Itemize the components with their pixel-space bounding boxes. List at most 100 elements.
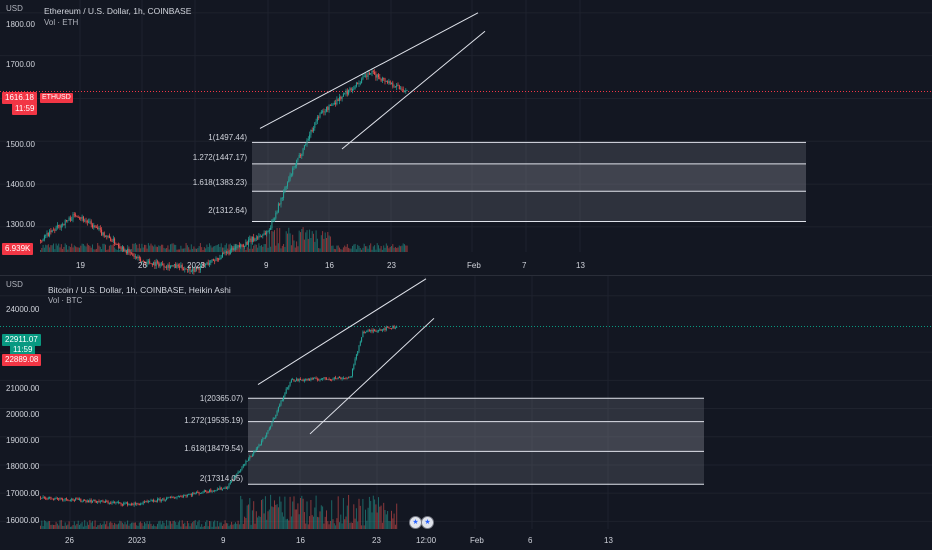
btc-x-tick: 23 bbox=[372, 536, 381, 545]
price-candle bbox=[359, 83, 361, 85]
volume-bar bbox=[155, 246, 157, 252]
price-candle bbox=[46, 232, 48, 235]
price-candle bbox=[352, 89, 353, 91]
volume-bar bbox=[197, 248, 199, 252]
price-candle bbox=[207, 262, 209, 265]
price-candle bbox=[268, 229, 270, 232]
price-candle bbox=[114, 238, 116, 244]
price-candle bbox=[293, 379, 295, 382]
volume-bar bbox=[393, 247, 395, 252]
volume-bar bbox=[242, 523, 244, 529]
pane-divider[interactable] bbox=[0, 275, 932, 276]
btc-chart-canvas[interactable] bbox=[0, 276, 932, 550]
price-candle bbox=[199, 266, 201, 270]
volume-bar bbox=[211, 247, 213, 252]
volume-bar bbox=[253, 245, 255, 252]
volume-bar bbox=[216, 521, 218, 529]
price-candle bbox=[166, 497, 168, 500]
volume-bar bbox=[136, 525, 138, 529]
volume-bar bbox=[219, 246, 221, 252]
us-flag-event-icon[interactable]: ★ bbox=[421, 516, 434, 529]
price-candle bbox=[332, 378, 334, 380]
volume-bar bbox=[125, 524, 127, 529]
price-candle bbox=[394, 327, 396, 329]
volume-bar bbox=[371, 249, 373, 252]
volume-bar bbox=[77, 247, 79, 252]
price-candle bbox=[327, 107, 329, 110]
price-candle bbox=[233, 248, 235, 250]
price-candle bbox=[319, 113, 321, 118]
eth-chart-canvas[interactable] bbox=[0, 0, 932, 275]
volume-bar bbox=[374, 245, 376, 252]
price-candle bbox=[118, 244, 119, 247]
price-candle bbox=[116, 244, 118, 245]
price-candle bbox=[385, 81, 387, 82]
price-candle bbox=[111, 502, 113, 504]
price-candle bbox=[186, 269, 188, 270]
price-candle bbox=[81, 216, 83, 219]
volume-bar bbox=[288, 520, 290, 529]
price-candle bbox=[112, 502, 114, 503]
price-candle bbox=[62, 224, 64, 226]
volume-bar bbox=[354, 518, 356, 529]
volume-bar bbox=[301, 495, 303, 529]
volume-bar bbox=[129, 523, 131, 529]
price-candle bbox=[40, 497, 41, 499]
volume-bar bbox=[315, 495, 317, 529]
volume-bar bbox=[62, 248, 64, 252]
volume-bar bbox=[363, 525, 365, 529]
price-candle bbox=[328, 378, 330, 380]
volume-bar bbox=[157, 523, 158, 529]
price-candle bbox=[140, 503, 142, 505]
price-candle bbox=[401, 88, 403, 90]
price-candle bbox=[198, 267, 200, 270]
volume-bar bbox=[164, 526, 166, 529]
volume-bar bbox=[362, 247, 364, 252]
price-candle bbox=[106, 500, 108, 502]
volume-bar bbox=[300, 498, 301, 529]
volume-bar bbox=[40, 249, 41, 252]
volume-bar bbox=[250, 243, 252, 252]
eth-chart-pane[interactable]: USD Ethereum / U.S. Dollar, 1h, COINBASE… bbox=[0, 0, 932, 275]
volume-bar bbox=[184, 248, 186, 252]
price-candle bbox=[311, 129, 313, 132]
price-candle bbox=[128, 504, 130, 506]
price-candle bbox=[79, 217, 80, 219]
fib-zone bbox=[248, 421, 704, 452]
price-candle bbox=[267, 430, 269, 433]
volume-bar bbox=[280, 248, 282, 252]
volume-bar bbox=[251, 510, 253, 529]
price-candle bbox=[375, 330, 377, 332]
volume-bar bbox=[237, 520, 239, 529]
price-candle bbox=[189, 494, 191, 495]
price-candle bbox=[329, 379, 331, 381]
btc-price-tag: 22911.07 bbox=[2, 334, 41, 346]
btc-chart-pane[interactable]: USD Bitcoin / U.S. Dollar, 1h, COINBASE,… bbox=[0, 276, 932, 550]
volume-bar bbox=[181, 248, 183, 252]
price-candle bbox=[242, 245, 244, 247]
price-candle bbox=[358, 345, 360, 352]
price-candle bbox=[263, 437, 265, 439]
price-candle bbox=[357, 351, 359, 355]
volume-bar bbox=[66, 525, 67, 529]
price-candle bbox=[388, 327, 390, 329]
volume-bar bbox=[80, 245, 82, 252]
price-candle bbox=[72, 214, 74, 220]
price-candle bbox=[62, 498, 64, 501]
volume-bar bbox=[127, 245, 129, 252]
price-candle bbox=[300, 379, 301, 380]
price-candle bbox=[380, 329, 382, 331]
volume-bar bbox=[163, 522, 165, 529]
price-candle bbox=[249, 456, 251, 459]
price-candle bbox=[46, 498, 48, 500]
volume-bar bbox=[71, 526, 73, 529]
btc-y-tick: 24000.00 bbox=[6, 305, 40, 314]
volume-bar bbox=[300, 232, 301, 252]
volume-bar bbox=[392, 518, 394, 529]
price-candle bbox=[283, 192, 285, 198]
price-candle bbox=[344, 378, 346, 379]
price-candle bbox=[270, 227, 272, 230]
volume-bar bbox=[59, 247, 61, 252]
price-candle bbox=[258, 236, 260, 238]
price-candle bbox=[384, 78, 386, 82]
